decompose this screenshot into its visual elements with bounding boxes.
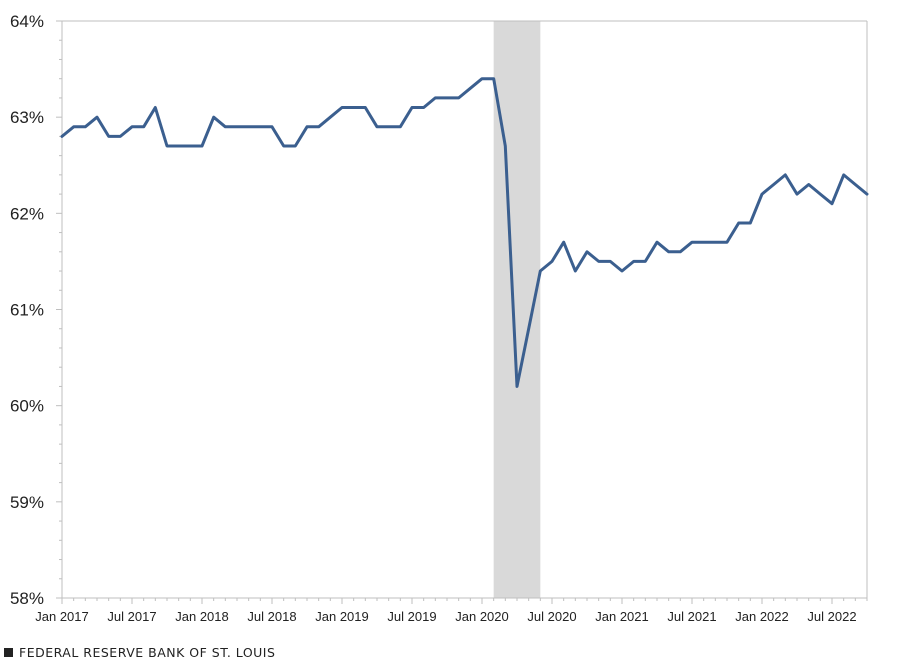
square-bullet-icon	[4, 648, 13, 657]
y-tick-label: 59%	[10, 493, 44, 512]
source-footer: FEDERAL RESERVE BANK OF ST. LOUIS	[4, 645, 275, 660]
x-tick-label: Jul 2020	[527, 609, 576, 624]
y-tick-label: 61%	[10, 301, 44, 320]
y-tick-label: 63%	[10, 108, 44, 127]
y-tick-label: 60%	[10, 397, 44, 416]
x-tick-label: Jan 2018	[175, 609, 229, 624]
x-tick-label: Jul 2019	[387, 609, 436, 624]
x-tick-label: Jul 2018	[247, 609, 296, 624]
y-tick-label: 64%	[10, 12, 44, 31]
x-tick-label: Jul 2021	[667, 609, 716, 624]
x-tick-label: Jan 2020	[455, 609, 509, 624]
x-tick-label: Jul 2022	[807, 609, 856, 624]
y-tick-label: 58%	[10, 589, 44, 608]
x-tick-label: Jan 2021	[595, 609, 649, 624]
x-tick-label: Jan 2017	[35, 609, 89, 624]
x-tick-label: Jan 2019	[315, 609, 369, 624]
line-chart: 58% 59% 60% 61% 62% 63% 64% Jan 2017 Jul 2017 Jan…	[10, 12, 869, 624]
x-tick-label: Jan 2022	[735, 609, 789, 624]
plot-area	[62, 21, 867, 598]
source-text: FEDERAL RESERVE BANK OF ST. LOUIS	[19, 645, 276, 660]
x-tick-label: Jul 2017	[107, 609, 156, 624]
y-tick-label: 62%	[10, 204, 44, 223]
series-line	[60, 77, 869, 388]
